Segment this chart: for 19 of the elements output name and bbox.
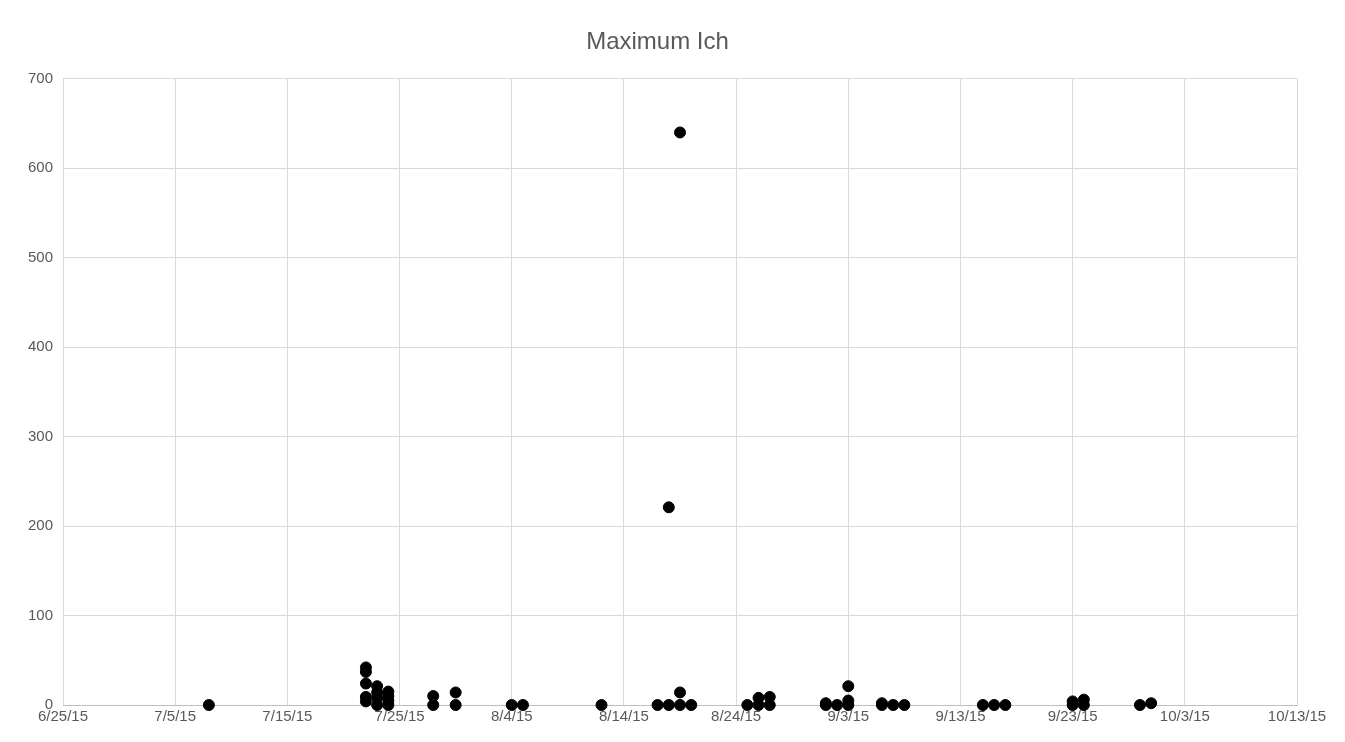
y-tick-label: 100	[28, 605, 54, 623]
x-tick-label: 9/23/15	[1047, 707, 1098, 725]
x-tick-label: 7/5/15	[154, 707, 197, 725]
y-tick-label: 200	[28, 516, 54, 534]
x-tick-label: 8/14/15	[598, 707, 649, 725]
x-tick-label: 7/25/15	[374, 707, 425, 725]
chart-title: Maximum Ich	[586, 27, 729, 55]
x-tick-label: 8/24/15	[711, 707, 762, 725]
y-tick-label: 500	[28, 247, 54, 265]
x-tick-label: 10/13/15	[1267, 707, 1327, 725]
x-tick-label: 10/3/15	[1159, 707, 1210, 725]
x-tick-label: 8/4/15	[490, 707, 533, 725]
y-tick-label: 400	[28, 337, 54, 355]
x-tick-label: 9/3/15	[827, 707, 870, 725]
x-tick-label: 7/15/15	[262, 707, 313, 725]
y-tick-label: 700	[28, 68, 54, 86]
y-tick-label: 300	[28, 426, 54, 444]
y-tick-label: 600	[28, 158, 54, 176]
x-tick-label: 9/13/15	[935, 707, 986, 725]
